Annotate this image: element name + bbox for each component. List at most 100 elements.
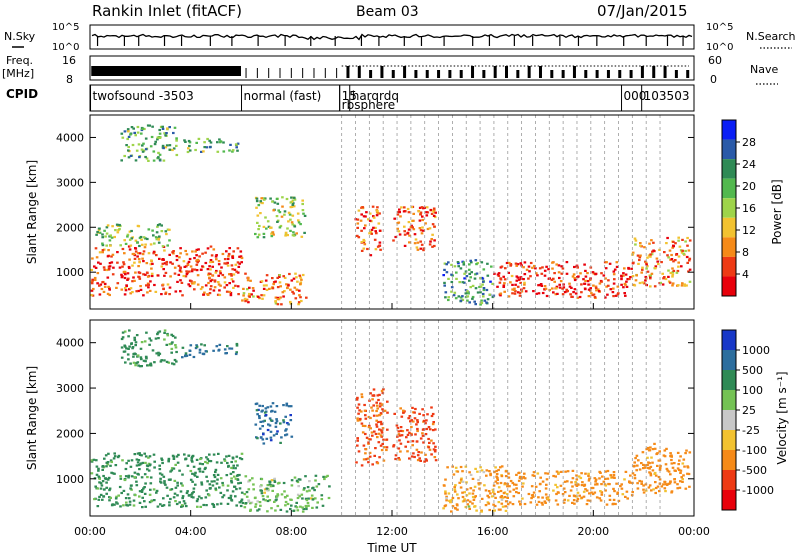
y-tick-label: 3000 — [56, 176, 84, 189]
echo-cell — [397, 430, 401, 433]
colorbar-segment — [722, 350, 736, 370]
echo-cell — [416, 459, 420, 462]
echo-cell — [254, 423, 258, 426]
echo-cell — [511, 481, 515, 485]
echo-cell — [593, 296, 597, 299]
echo-cell — [194, 483, 197, 486]
echo-cell — [225, 262, 228, 265]
echo-cell — [149, 280, 152, 283]
echo-cell — [584, 488, 587, 491]
echo-cell — [486, 298, 490, 301]
echo-cell — [571, 477, 575, 480]
echo-cell — [583, 484, 586, 487]
echo-cell — [604, 267, 608, 270]
date-label: 07/Jan/2015 — [597, 2, 688, 20]
echo-cell — [647, 461, 650, 464]
echo-cell — [183, 502, 187, 505]
echo-cell — [284, 415, 287, 418]
echo-cell — [123, 293, 127, 296]
echo-cell — [293, 286, 297, 289]
echo-cell — [397, 457, 400, 460]
echo-cell — [217, 281, 220, 284]
echo-cell — [585, 503, 589, 506]
echo-cell — [108, 499, 111, 502]
echo-cell — [456, 493, 459, 496]
echo-cell — [296, 480, 300, 484]
echo-cell — [532, 495, 535, 498]
echo-cell — [505, 493, 509, 496]
echo-cell — [167, 478, 171, 481]
echo-cell — [268, 499, 272, 502]
echo-cell — [174, 500, 177, 503]
echo-cell — [408, 457, 411, 460]
echo-cell — [101, 242, 104, 245]
echo-cell — [375, 232, 378, 235]
echo-cell — [508, 501, 512, 504]
echo-cell — [156, 333, 159, 336]
echo-cell — [556, 503, 560, 506]
echo-cell — [143, 246, 147, 249]
echo-cell — [116, 261, 119, 264]
colorbar-tick-label: 100 — [742, 384, 763, 397]
echo-cell — [543, 500, 547, 503]
echo-cell — [100, 484, 104, 487]
echo-cell — [230, 477, 233, 480]
echo-cell — [364, 458, 368, 461]
echo-cell — [301, 202, 304, 206]
echo-cell — [170, 467, 174, 470]
echo-cell — [210, 480, 214, 483]
echo-cell — [247, 488, 251, 491]
echo-cell — [179, 490, 183, 493]
echo-cell — [207, 273, 210, 276]
echo-cell — [249, 509, 252, 512]
echo-cell — [575, 478, 579, 481]
echo-cell — [356, 417, 359, 420]
echo-cell — [503, 290, 506, 293]
echo-cell — [168, 239, 171, 242]
echo-cell — [263, 419, 266, 422]
echo-cell — [208, 139, 211, 142]
echo-cell — [679, 249, 683, 252]
echo-cell — [121, 331, 125, 334]
echo-cell — [173, 126, 177, 129]
echo-cell — [540, 284, 544, 287]
echo-cell — [114, 229, 117, 232]
echo-cell — [175, 258, 179, 262]
echo-cell — [576, 491, 580, 494]
echo-cell — [209, 460, 213, 463]
echo-cell — [226, 502, 230, 505]
echo-cell — [248, 292, 251, 296]
echo-cell — [393, 412, 396, 415]
echo-cell — [133, 254, 137, 257]
echo-cell — [612, 498, 616, 501]
echo-cell — [424, 422, 427, 425]
echo-cell — [628, 481, 632, 484]
echo-cell — [427, 426, 431, 429]
echo-cell — [181, 484, 184, 487]
echo-cell — [425, 211, 428, 214]
echo-cell — [134, 247, 137, 250]
echo-cell — [584, 279, 587, 282]
echo-cell — [376, 206, 379, 209]
echo-cell — [201, 463, 204, 466]
echo-cell — [360, 213, 363, 216]
echo-cell — [320, 494, 324, 497]
echo-cell — [234, 467, 237, 470]
echo-cell — [144, 273, 147, 276]
echo-cell — [644, 466, 647, 469]
echo-cell — [368, 212, 372, 215]
echo-cell — [434, 211, 437, 214]
echo-cell — [226, 489, 229, 492]
echo-cell — [664, 490, 667, 493]
echo-cell — [460, 480, 463, 483]
echo-cell — [119, 475, 122, 478]
echo-cell — [261, 438, 265, 441]
echo-cell — [635, 469, 638, 472]
echo-cell — [430, 414, 434, 418]
echo-cell — [165, 486, 169, 489]
echo-cell — [672, 240, 675, 243]
echo-cell — [171, 262, 174, 265]
echo-cell — [229, 494, 233, 497]
echo-cell — [120, 276, 124, 279]
